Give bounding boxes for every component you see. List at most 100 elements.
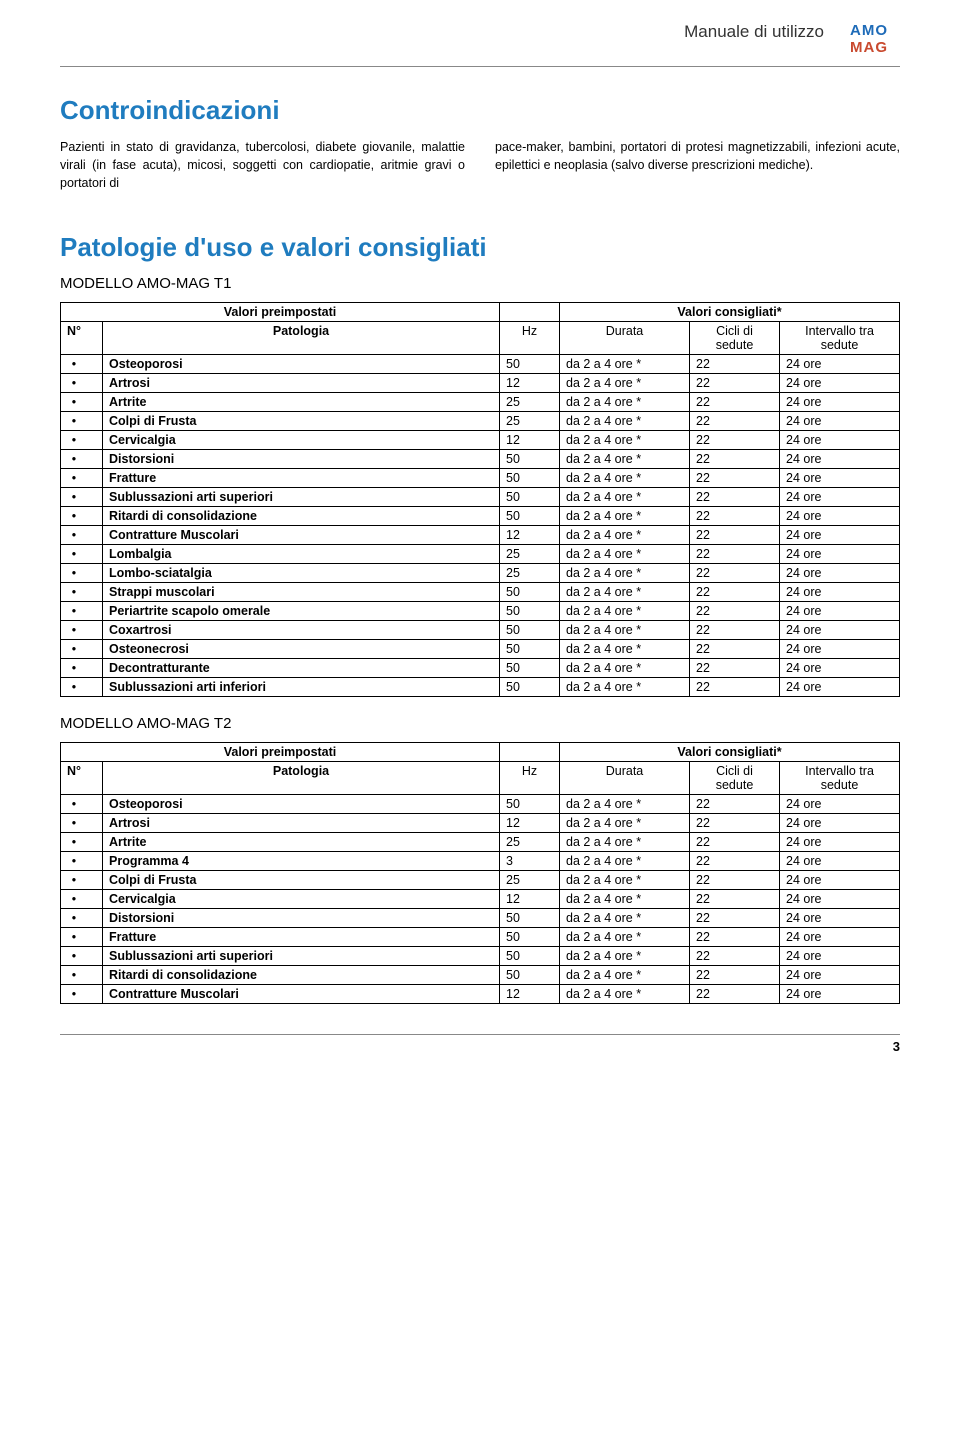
row-cicli: 22 [690, 928, 780, 947]
t2-title: MODELLO AMO-MAG T2 [60, 715, 900, 732]
row-cicli: 22 [690, 583, 780, 602]
contra-columns: Pazienti in stato di gravidanza, tuberco… [60, 138, 900, 192]
row-hz: 3 [500, 852, 560, 871]
row-hz: 25 [500, 393, 560, 412]
row-patologia: Coxartrosi [103, 621, 500, 640]
t1-col-hz: Hz [500, 322, 560, 355]
row-intervallo: 24 ore [780, 564, 900, 583]
row-cicli: 22 [690, 431, 780, 450]
row-durata: da 2 a 4 ore * [560, 890, 690, 909]
row-hz: 25 [500, 871, 560, 890]
row-patologia: Cervicalgia [103, 890, 500, 909]
row-hz: 50 [500, 966, 560, 985]
row-bullet: • [61, 583, 103, 602]
t2-col-cic: Cicli di sedute [690, 762, 780, 795]
row-patologia: Sublussazioni arti superiori [103, 488, 500, 507]
row-cicli: 22 [690, 852, 780, 871]
t2-col-pat: Patologia [103, 762, 500, 795]
row-hz: 50 [500, 795, 560, 814]
empty [500, 743, 560, 762]
row-cicli: 22 [690, 659, 780, 678]
row-patologia: Fratture [103, 928, 500, 947]
row-bullet: • [61, 640, 103, 659]
table-row: •Coxartrosi50da 2 a 4 ore *2224 ore [61, 621, 900, 640]
page-header: Manuale di utilizzo AMO MAG [60, 0, 900, 67]
row-durata: da 2 a 4 ore * [560, 507, 690, 526]
row-intervallo: 24 ore [780, 450, 900, 469]
t1-head-consig: Valori consigliati* [560, 303, 900, 322]
row-hz: 50 [500, 488, 560, 507]
row-hz: 50 [500, 909, 560, 928]
row-bullet: • [61, 374, 103, 393]
row-cicli: 22 [690, 545, 780, 564]
row-cicli: 22 [690, 355, 780, 374]
row-durata: da 2 a 4 ore * [560, 678, 690, 697]
row-bullet: • [61, 488, 103, 507]
row-patologia: Osteoporosi [103, 355, 500, 374]
row-hz: 12 [500, 374, 560, 393]
row-intervallo: 24 ore [780, 890, 900, 909]
row-bullet: • [61, 412, 103, 431]
row-durata: da 2 a 4 ore * [560, 526, 690, 545]
row-cicli: 22 [690, 795, 780, 814]
table-row: •Lombalgia25da 2 a 4 ore *2224 ore [61, 545, 900, 564]
row-hz: 25 [500, 545, 560, 564]
t2-col-int: Intervallo tra sedute [780, 762, 900, 795]
row-durata: da 2 a 4 ore * [560, 640, 690, 659]
row-durata: da 2 a 4 ore * [560, 602, 690, 621]
table-row: •Fratture50da 2 a 4 ore *2224 ore [61, 928, 900, 947]
row-patologia: Strappi muscolari [103, 583, 500, 602]
row-patologia: Distorsioni [103, 909, 500, 928]
row-cicli: 22 [690, 909, 780, 928]
row-cicli: 22 [690, 564, 780, 583]
row-cicli: 22 [690, 621, 780, 640]
row-cicli: 22 [690, 450, 780, 469]
row-intervallo: 24 ore [780, 966, 900, 985]
row-intervallo: 24 ore [780, 431, 900, 450]
row-bullet: • [61, 871, 103, 890]
t1-col-cic: Cicli di sedute [690, 322, 780, 355]
row-intervallo: 24 ore [780, 526, 900, 545]
table-row: •Strappi muscolari50da 2 a 4 ore *2224 o… [61, 583, 900, 602]
row-patologia: Cervicalgia [103, 431, 500, 450]
row-patologia: Contratture Muscolari [103, 985, 500, 1004]
t1-title: MODELLO AMO-MAG T1 [60, 275, 900, 292]
table-row: •Colpi di Frusta25da 2 a 4 ore *2224 ore [61, 871, 900, 890]
t2-head-preimp: Valori preimpostati [61, 743, 500, 762]
row-hz: 50 [500, 678, 560, 697]
row-durata: da 2 a 4 ore * [560, 374, 690, 393]
row-bullet: • [61, 545, 103, 564]
row-durata: da 2 a 4 ore * [560, 621, 690, 640]
row-intervallo: 24 ore [780, 374, 900, 393]
row-bullet: • [61, 814, 103, 833]
t2-head-consig: Valori consigliati* [560, 743, 900, 762]
row-cicli: 22 [690, 602, 780, 621]
row-cicli: 22 [690, 871, 780, 890]
row-patologia: Contratture Muscolari [103, 526, 500, 545]
row-intervallo: 24 ore [780, 659, 900, 678]
t2-table: Valori preimpostati Valori consigliati* … [60, 742, 900, 1004]
row-bullet: • [61, 431, 103, 450]
row-intervallo: 24 ore [780, 488, 900, 507]
table-row: •Distorsioni50da 2 a 4 ore *2224 ore [61, 909, 900, 928]
row-hz: 12 [500, 814, 560, 833]
row-hz: 12 [500, 985, 560, 1004]
row-cicli: 22 [690, 507, 780, 526]
table-row: •Cervicalgia12da 2 a 4 ore *2224 ore [61, 431, 900, 450]
row-intervallo: 24 ore [780, 871, 900, 890]
row-hz: 50 [500, 450, 560, 469]
row-cicli: 22 [690, 526, 780, 545]
row-durata: da 2 a 4 ore * [560, 412, 690, 431]
row-bullet: • [61, 678, 103, 697]
table-row: •Artrosi12da 2 a 4 ore *2224 ore [61, 814, 900, 833]
row-durata: da 2 a 4 ore * [560, 469, 690, 488]
table-row: •Sublussazioni arti superiori50da 2 a 4 … [61, 488, 900, 507]
row-bullet: • [61, 469, 103, 488]
row-patologia: Fratture [103, 469, 500, 488]
row-hz: 50 [500, 583, 560, 602]
empty [500, 303, 560, 322]
row-hz: 25 [500, 564, 560, 583]
table-row: •Osteoporosi50da 2 a 4 ore *2224 ore [61, 795, 900, 814]
row-intervallo: 24 ore [780, 393, 900, 412]
row-hz: 25 [500, 412, 560, 431]
